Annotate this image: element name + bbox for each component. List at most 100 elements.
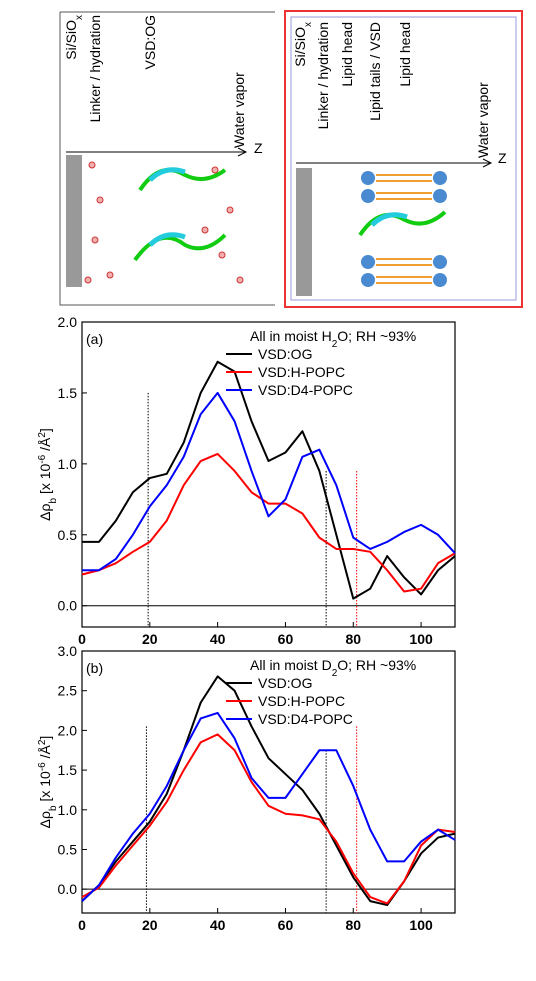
annotation: All in moist D2O; RH ~93%: [250, 657, 416, 679]
y-tick-label: 0.5: [58, 527, 78, 543]
legend-label: VSD:OG: [258, 346, 312, 362]
y-tick-label: 1.5: [58, 762, 78, 778]
y-tick-label: 0.0: [58, 881, 78, 897]
substrate: [296, 168, 312, 296]
text-part: Linker / hydration: [315, 22, 331, 129]
text-sub: 2: [332, 668, 338, 679]
y-tick-label: 2.0: [58, 722, 78, 738]
legend-label: VSD:D4-POPC: [258, 382, 353, 398]
lipid-heads: [361, 171, 447, 287]
data-line: [81, 452, 456, 593]
text-part: Linker / hydration: [87, 15, 103, 122]
text-part: O; RH ~93%: [337, 328, 416, 344]
diagram-b: [284, 10, 523, 308]
layer-label: Lipid head: [339, 22, 355, 87]
legend-label: VSD:D4-POPC: [258, 711, 353, 727]
y-tick-label: 0.5: [58, 841, 78, 857]
x-tick-label: 100: [409, 631, 433, 647]
text-part: Δρ: [37, 811, 53, 828]
data-line: [82, 391, 456, 572]
helix: [370, 212, 408, 227]
y-axis-label: Δρb [x 10-6 /Å2]: [37, 736, 59, 829]
panel-frame: [59, 11, 275, 306]
text-sup: -6: [37, 762, 48, 771]
y-tick-label: 0.0: [58, 598, 78, 614]
legend-label: VSD:H-POPC: [258, 693, 345, 709]
y-tick-label: 3.0: [58, 643, 78, 659]
protein: [133, 168, 227, 262]
text-part: Lipid tails / VSD: [367, 22, 383, 121]
legend-label: VSD:H-POPC: [258, 364, 345, 380]
text-part: VSD:OG: [142, 15, 158, 69]
text-part: ]: [37, 736, 53, 740]
helix: [148, 167, 186, 247]
lipid-tails: [376, 174, 432, 284]
text-part: O; RH ~93%: [337, 657, 416, 673]
panel-label: (a): [86, 331, 103, 347]
layer-label: VSD:OG: [142, 15, 158, 69]
x-tick-label: 60: [278, 631, 294, 647]
text-sup: 2: [37, 432, 48, 438]
text-sub: 2: [332, 339, 338, 350]
x-tick-label: 80: [345, 917, 361, 933]
x-tick-label: 40: [210, 631, 226, 647]
y-tick-label: 2.5: [58, 683, 78, 699]
vapor-label: Water vapor: [231, 72, 247, 148]
y-tick-label: 1.5: [58, 385, 78, 401]
water-molecules: [84, 161, 244, 284]
y-tick-label: 1.0: [58, 456, 78, 472]
arrow-head: [482, 158, 493, 168]
text-part: [x 10: [37, 463, 53, 497]
x-tick-label: 100: [409, 917, 433, 933]
y-tick-label: 2.0: [58, 314, 78, 330]
arrow-head: [237, 147, 248, 157]
x-tick-label: 40: [210, 917, 226, 933]
text-part: Lipid head: [397, 22, 413, 87]
layer-label: Lipid head: [397, 22, 413, 87]
plot-frame: [81, 321, 456, 628]
text-sub: x: [303, 22, 314, 27]
x-tick-label: 20: [142, 917, 158, 933]
text-part: Si/SiO: [292, 27, 308, 67]
text-sup: 2: [37, 739, 48, 745]
diagram-a: [59, 11, 275, 306]
x-tick-label: 20: [142, 631, 158, 647]
data-line: [82, 360, 456, 600]
panel-label: (b): [86, 660, 103, 676]
text-sub: b: [48, 805, 59, 811]
text-part: [x 10: [37, 771, 53, 805]
x-tick-label: 0: [78, 631, 86, 647]
panel-frame: [290, 16, 517, 301]
data-line: [81, 711, 456, 902]
x-tick-label: 60: [278, 917, 294, 933]
data-line: [81, 733, 456, 905]
text-part: /Å: [37, 744, 53, 762]
text-sup: -6: [37, 454, 48, 463]
layer-label: Lipid tails / VSD: [367, 22, 383, 121]
text-part: /Å: [37, 437, 53, 455]
highlight-frame: [284, 10, 523, 308]
vapor-label: Water vapor: [475, 82, 491, 158]
axis-label: Z: [254, 140, 263, 156]
text-part: ]: [37, 428, 53, 432]
layer-label: Si/SiOx: [63, 15, 85, 60]
text-part: All in moist H: [250, 328, 332, 344]
text-part: Δρ: [37, 503, 53, 520]
axis-label: Z: [498, 150, 507, 166]
x-tick-label: 80: [345, 631, 361, 647]
y-tick-label: 1.0: [58, 802, 78, 818]
text-part: All in moist D: [250, 657, 332, 673]
annotation: All in moist H2O; RH ~93%: [250, 328, 416, 350]
text-sub: b: [48, 497, 59, 503]
text-sub: x: [74, 15, 85, 20]
legend-label: VSD:OG: [258, 675, 312, 691]
text-part: Si/SiO: [63, 20, 79, 60]
y-axis-label: Δρb [x 10-6 /Å2]: [37, 428, 59, 521]
layer-label: Si/SiOx: [292, 22, 314, 67]
layer-label: Linker / hydration: [315, 22, 331, 129]
plot-frame: [81, 650, 456, 914]
layer-label: Linker / hydration: [87, 15, 103, 122]
x-tick-label: 0: [78, 917, 86, 933]
substrate: [66, 155, 82, 287]
